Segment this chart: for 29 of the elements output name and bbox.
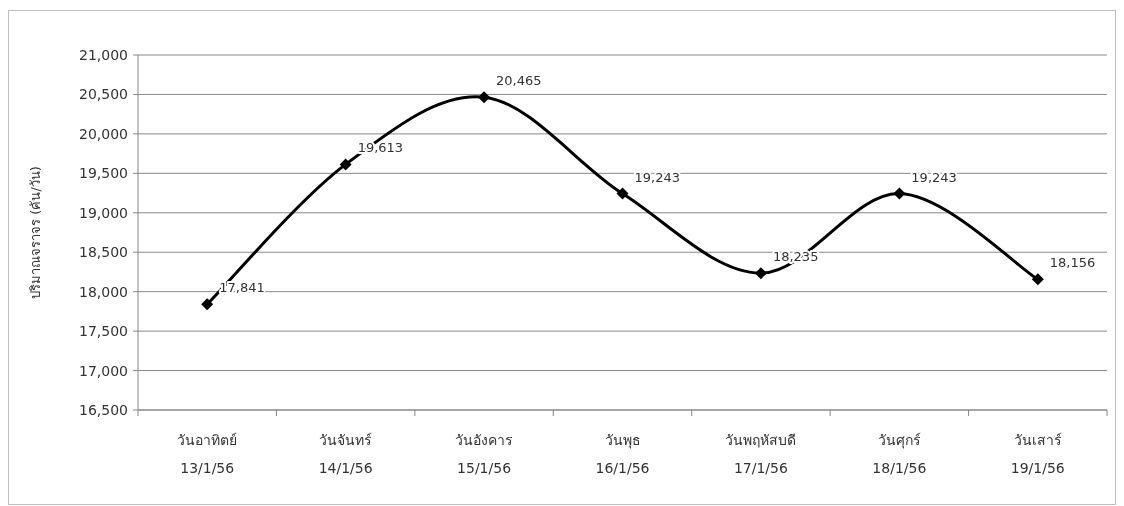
x-tick-label: วันอังคาร 15/1/56 <box>455 432 514 476</box>
x-tick-label: วันศุกร์ 18/1/56 <box>872 432 927 476</box>
x-tick-label: วันอาทิตย์ 13/1/56 <box>177 432 238 476</box>
point <box>1031 273 1044 286</box>
x-tick-label: วันจันทร์ 14/1/56 <box>318 432 373 476</box>
y-tick-label: 20,500 <box>79 86 128 103</box>
point <box>893 187 906 200</box>
x-tick-label: วันพฤหัสบดี 17/1/56 <box>725 432 797 476</box>
data-label: 20,465 <box>496 73 542 89</box>
y-tick-label: 19,000 <box>79 204 128 221</box>
y-tick-label: 21,000 <box>79 47 128 63</box>
point <box>201 298 214 311</box>
y-tick-label: 17,500 <box>79 323 128 340</box>
data-label: 19,243 <box>634 169 680 185</box>
y-tick-label: 19,500 <box>79 165 128 182</box>
y-tick-label: 17,000 <box>79 362 128 379</box>
y-tick-label: 18,500 <box>79 244 128 261</box>
point <box>478 91 491 104</box>
point <box>339 158 352 171</box>
y-axis-title: ปริมาณจราจร (คัน/วัน) <box>28 166 43 299</box>
y-tick-label: 20,000 <box>79 125 128 142</box>
data-label: 19,243 <box>911 169 957 185</box>
point <box>616 187 629 200</box>
point <box>754 267 767 280</box>
y-tick-label: 16,500 <box>79 402 128 418</box>
x-tick-label: วันพุธ 16/1/56 <box>595 432 650 476</box>
data-label: 18,156 <box>1049 255 1096 271</box>
y-tick-label: 18,000 <box>79 283 128 300</box>
x-tick-label: วันเสาร์ 19/1/56 <box>1010 432 1065 476</box>
